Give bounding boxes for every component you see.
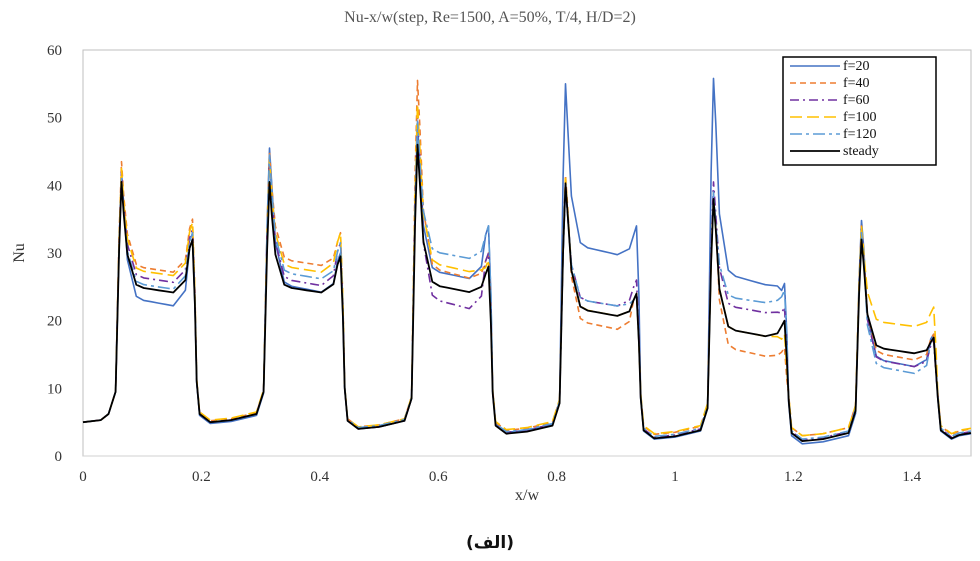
series-line-f-100 <box>82 103 972 437</box>
x-axis-label: x/w <box>515 487 539 504</box>
x-tick-label: 0 <box>79 469 87 485</box>
x-tick-label: 0.4 <box>310 469 329 485</box>
legend: f=20 f=40 f=60 f=100 f=120 steady <box>782 56 937 166</box>
legend-label: f=40 <box>843 76 870 91</box>
series-line-f-60 <box>82 116 972 441</box>
y-tick-label: 0 <box>55 449 63 465</box>
legend-label: f=100 <box>843 110 877 125</box>
legend-label: f=120 <box>843 127 877 142</box>
y-tick-label: 40 <box>47 178 62 194</box>
chart-title: Nu-x/w(step, Re=1500, A=50%, T/4, H/D=2) <box>344 9 636 26</box>
x-tick-label: 0.8 <box>547 469 566 485</box>
x-tick-label: 0.2 <box>192 469 211 485</box>
y-tick-label: 60 <box>47 43 62 59</box>
x-tick-label: 0.6 <box>429 469 448 485</box>
y-tick-label: 10 <box>47 381 62 397</box>
y-tick-labels: 0 10 20 30 40 50 60 <box>47 43 62 465</box>
legend-label: steady <box>843 144 879 159</box>
legend-label: f=60 <box>843 93 870 108</box>
legend-label: f=20 <box>843 59 870 74</box>
y-tick-label: 30 <box>47 246 62 262</box>
series-line-steady <box>82 143 972 442</box>
y-tick-label: 50 <box>47 111 62 127</box>
x-tick-labels: 0 0.2 0.4 0.6 0.8 1 1.2 1.4 <box>79 469 921 485</box>
x-tick-label: 1 <box>671 469 679 485</box>
y-tick-label: 20 <box>47 314 62 330</box>
y-axis-label: Nu <box>11 243 28 263</box>
series-line-f-120 <box>82 120 972 440</box>
x-tick-label: 1.4 <box>902 469 921 485</box>
x-tick-label: 1.2 <box>784 469 803 485</box>
figure-caption: (الف) <box>466 533 514 553</box>
series-lines <box>82 77 972 445</box>
legend-box <box>782 56 937 166</box>
